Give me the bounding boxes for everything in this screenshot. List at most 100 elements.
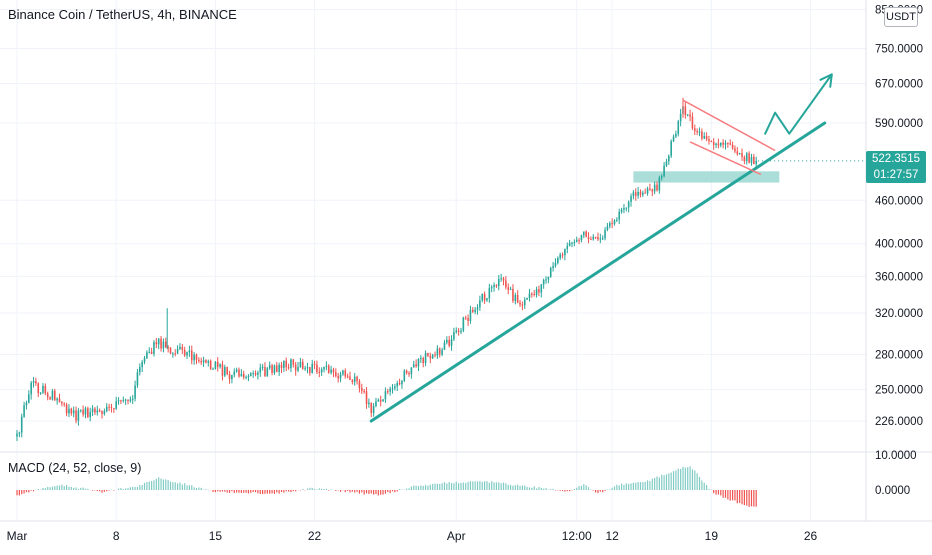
candle-body [531,293,533,295]
candle-body [87,408,89,417]
candle-body [49,397,51,400]
candle-body [207,360,210,363]
candle-body [639,191,642,195]
candle-body [422,358,425,364]
candle-body [554,262,557,267]
candle-body [571,242,573,244]
currency-button[interactable]: USDT [884,7,918,27]
projection-path[interactable] [764,73,833,135]
candle-body [311,363,314,373]
candle-body [58,398,61,403]
candle-body [252,373,254,375]
candle-body [259,367,262,373]
candle-body [734,148,736,152]
support-zone[interactable] [633,171,780,183]
candle-body [755,160,758,164]
candle-body [689,114,691,117]
price-tick-label: 250.0000 [875,385,923,397]
candle-body [117,400,120,402]
candle-body [79,409,82,411]
price-tick-label: 400.0000 [875,239,923,251]
candle-body [297,367,299,371]
candle-body [500,278,502,280]
candle-body [597,237,599,240]
candle-body [346,376,349,378]
candle-body [330,369,332,373]
candle-body [743,156,746,162]
candle-body [32,381,35,383]
pennant-upper-line[interactable] [682,99,776,152]
candle-body [637,191,639,196]
candle-body [245,377,247,379]
candle-body [469,309,472,321]
candle-body [51,390,54,400]
candle-body [313,363,316,365]
candle-body [394,386,396,389]
candle-body [261,366,264,368]
candle-body [224,367,226,376]
candle-body [698,131,701,133]
pennant-lower-line[interactable] [689,141,762,176]
candle-body [325,365,328,367]
candle-body [679,113,682,122]
candle-body [157,338,160,345]
candle-body [665,161,668,166]
symbol-title[interactable]: Binance Coin / TetherUS, 4h, BINANCE [8,7,237,22]
candle-body [214,361,217,369]
candle-body [301,361,304,369]
candle-body [309,367,311,373]
macd-indicator-label[interactable]: MACD (24, 52, close, 9) [8,461,142,475]
candle-body [266,368,269,377]
candle-body [372,406,375,413]
candle-body [384,391,387,400]
candle-body [94,408,96,413]
candle-body [101,411,103,414]
candle-body [134,385,136,399]
candle-body [68,408,70,414]
bar-countdown: 01:27:57 [873,169,919,181]
candle-body [46,393,49,398]
candle-body [361,388,363,391]
candle-body [660,176,663,178]
candle-body [493,285,495,288]
candle-body [379,399,382,402]
drawings[interactable] [369,73,833,423]
candle-body [644,192,647,194]
candle-body [160,338,162,349]
candle-body [169,347,172,354]
candle-body [672,136,675,142]
ascending-trendline[interactable] [369,121,827,423]
candle-body [646,188,649,194]
price-tick-label: 460.0000 [875,195,923,207]
candle-body [606,226,609,230]
candle-body [715,143,717,145]
candle-body [703,136,706,139]
candle-body [724,142,727,145]
candle-body [280,364,283,368]
candle-body [575,239,578,243]
candle-body [505,280,507,288]
candle-body [370,402,373,413]
candle-body [37,383,40,394]
candle-body [120,400,122,402]
candle-body [231,375,233,380]
candle-body [717,143,720,146]
candle-body [618,211,621,220]
candle-body [306,367,309,369]
candle-body [438,348,441,355]
candle-body [601,238,604,240]
candle-body [486,298,488,301]
candle-body [686,114,689,116]
candle-body [375,401,377,407]
candle-body [599,238,602,240]
candle-body [344,370,347,377]
candle-body [443,342,446,350]
candle-body [630,196,632,202]
projection-arrowhead[interactable] [819,73,833,88]
time-tick-label: 22 [308,529,322,543]
candle-body [356,376,358,381]
candle-body [155,342,158,345]
